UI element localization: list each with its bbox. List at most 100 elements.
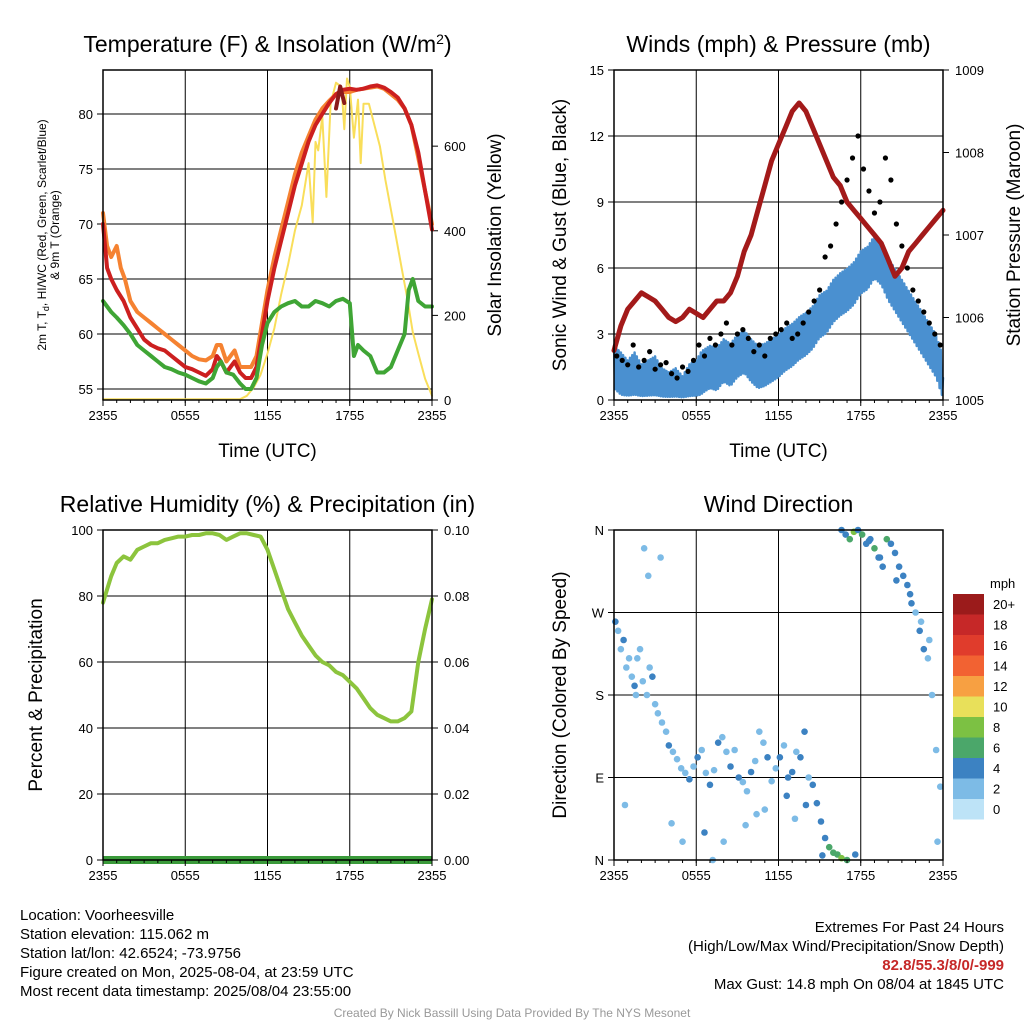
dir-point (819, 852, 826, 859)
dir-point (662, 728, 670, 735)
wind-gust-point (658, 362, 664, 368)
wind-gust-point (641, 357, 647, 363)
wind-gust-point (718, 331, 724, 337)
rh-y2tick-label: 0.04 (444, 721, 469, 736)
wind-xtick-label: 1755 (846, 408, 875, 423)
dir-point (899, 572, 907, 580)
rh-y2tick-label: 0.06 (444, 655, 469, 670)
dir-point (895, 563, 903, 570)
dir-point (669, 748, 677, 756)
extremes-subtitle: (High/Low/Max Wind/Precipitation/Snow De… (688, 938, 1004, 955)
temp-y2label: Solar Insolation (Yellow) (485, 133, 506, 336)
wind-gust-point (838, 199, 845, 205)
temp-title: Temperature (F) & Insolation (W/m2) (83, 31, 451, 57)
rh-ytick-label: 0 (86, 853, 93, 868)
temp-ytick-label: 55 (79, 382, 93, 397)
temp-ytick-label: 75 (79, 162, 93, 177)
dir-point (893, 577, 900, 584)
dir-point (904, 581, 911, 589)
dir-ytick-label: N (595, 523, 604, 538)
wind-gust-point (668, 371, 675, 377)
wind-gust-point (619, 357, 625, 363)
rh-title: Relative Humidity (%) & Precipitation (i… (60, 491, 475, 517)
station-info: Location: Voorheesville Station elevatio… (20, 906, 354, 1001)
dir-point (702, 769, 710, 777)
wind-pressure-line (611, 100, 946, 353)
dir-point (706, 781, 714, 789)
dir-ylabel: Direction (Colored By Speed) (550, 571, 571, 818)
wind-gust-point (817, 287, 823, 293)
wind-xtick-label: 0555 (682, 408, 711, 423)
dir-point (908, 600, 915, 607)
dir-point (621, 801, 629, 809)
dir-legend-swatch (953, 737, 984, 758)
dir-point (772, 765, 780, 772)
wind-xtick-label: 1155 (765, 408, 793, 423)
rh-y2tick-label: 0.00 (444, 853, 469, 868)
wind-gust-point (625, 362, 631, 368)
dir-point (813, 799, 821, 807)
dir-point (735, 774, 743, 781)
dir-point (802, 801, 810, 809)
wind-gust-point (827, 243, 834, 249)
dir-point (643, 691, 651, 699)
rh-xtick-label: 2355 (418, 868, 447, 883)
dir-point (677, 765, 685, 772)
dir-point (883, 535, 891, 543)
dir-point (698, 746, 706, 754)
wind-gust-point (806, 309, 812, 315)
dir-point (865, 537, 873, 545)
wind-gust-point (701, 353, 708, 359)
dir-point (646, 664, 653, 671)
dir-xtick-label: 2355 (929, 868, 958, 883)
temp-ylabel-sub: d (41, 306, 51, 311)
rh-ytick-label: 100 (71, 523, 93, 538)
dir-legend-swatch (953, 635, 984, 656)
dir-point (783, 792, 791, 800)
dir-legend-label: 10 (993, 700, 1007, 715)
dir-point (614, 627, 622, 635)
dir-legend-title: mph (990, 576, 1015, 591)
dir-point (718, 733, 726, 741)
dir-point (731, 746, 738, 754)
dir-legend-label: 12 (993, 679, 1007, 694)
dir-point (917, 618, 925, 625)
dir-point (651, 700, 659, 708)
dir-point (761, 806, 769, 813)
temp-ylabel: 2m T, Td, HI/WC (Red, Green, Scarlet/Blu… (35, 119, 62, 350)
rh-ytick-label: 80 (79, 589, 93, 604)
dir-point (742, 821, 749, 829)
dir-point (846, 535, 854, 543)
wind-ytick-label: 0 (597, 393, 604, 408)
dir-point (784, 774, 792, 781)
dir-point (760, 739, 767, 746)
dir-point (809, 781, 817, 789)
temp-ylabel-line2: & 9m T (Orange) (48, 190, 62, 280)
dir-point (934, 838, 941, 845)
dir-ytick-label: S (595, 688, 604, 703)
dir-point (658, 719, 666, 726)
dir-point (620, 636, 627, 644)
rh-xtick-label: 1155 (254, 868, 282, 883)
extremes-info: Extremes For Past 24 Hours (High/Low/Max… (688, 918, 1004, 994)
temp-xtick-label: 1155 (254, 408, 282, 423)
dir-point (636, 645, 644, 653)
temp-series-line-4 (334, 84, 347, 111)
dir-point (625, 655, 633, 662)
temp-title-main: Temperature (F) & Insolation (W/m (83, 31, 436, 57)
rh-xtick-label: 2355 (89, 868, 118, 883)
dir-legend-swatch (953, 696, 984, 717)
temp-xlabel: Time (UTC) (218, 441, 317, 462)
wind-gust-point (778, 327, 784, 333)
wind-gust-point (926, 320, 932, 326)
credit-line: Created By Nick Bassill Using Data Provi… (333, 1006, 691, 1020)
dir-legend-label: 8 (993, 720, 1000, 735)
dir-point (694, 754, 701, 761)
dir-point (906, 590, 914, 598)
wind-xtick-label: 2355 (929, 408, 958, 423)
wind-gust-point (882, 155, 889, 161)
wind-gust-point (647, 349, 653, 355)
rh-xtick-label: 0555 (171, 868, 200, 883)
dir-point (640, 545, 648, 552)
